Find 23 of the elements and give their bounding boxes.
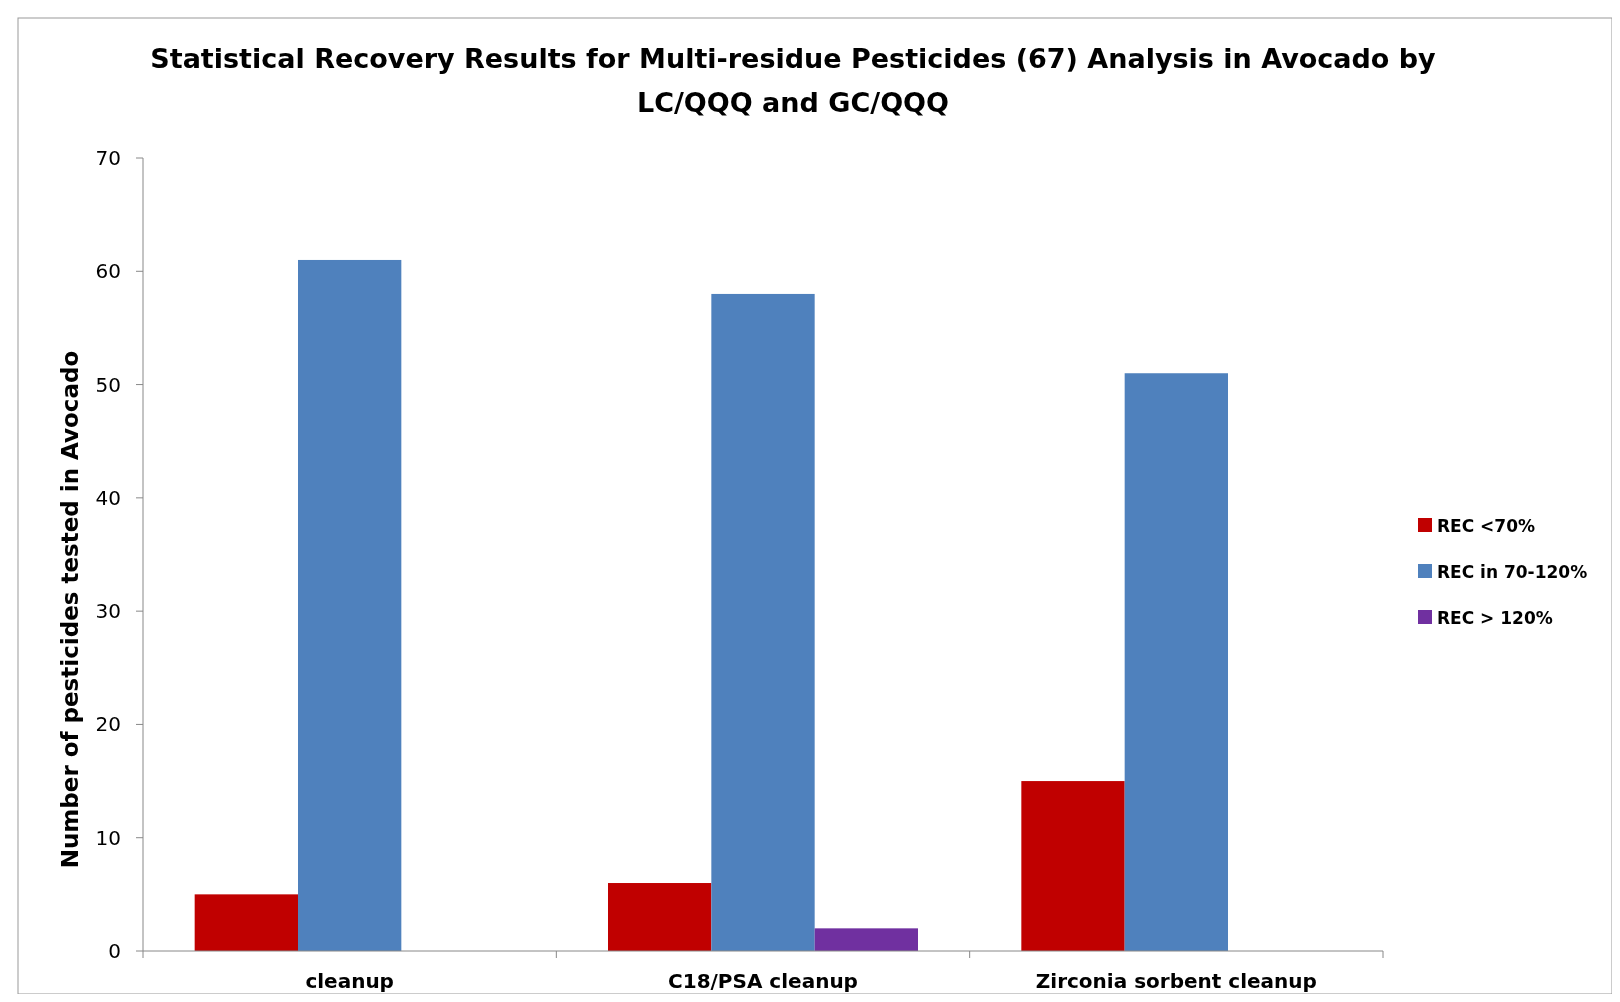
- y-tick-label: 10: [95, 825, 121, 850]
- legend-label: REC > 120%: [1437, 608, 1553, 628]
- bar: [194, 894, 298, 951]
- legend-label: REC <70%: [1437, 516, 1536, 536]
- legend-label: REC in 70-120%: [1437, 562, 1588, 582]
- x-tick-label: Zirconia sorbent cleanup: [1035, 969, 1317, 993]
- y-tick-label: 40: [95, 485, 121, 510]
- y-tick-label: 70: [95, 146, 121, 170]
- bar: [814, 928, 918, 951]
- y-tick-label: 50: [95, 372, 121, 397]
- bar: [1021, 781, 1125, 951]
- bar: [1124, 373, 1228, 951]
- y-tick-label: 0: [108, 939, 121, 963]
- x-tick-label: cleanup: [305, 969, 394, 993]
- y-tick-label: 60: [95, 259, 121, 284]
- bar: [711, 293, 815, 951]
- y-axis-title: Number of pesticides tested in Avocado: [57, 350, 83, 869]
- x-tick-label: C18/PSA cleanup: [668, 969, 858, 993]
- chart-title: Statistical Recovery Results for Multi-residue Pesticides (67) Analysis in Avocado by LC/QQQ and GC/QQQ: [150, 43, 1437, 118]
- bar: [608, 883, 712, 951]
- y-tick-label: 20: [95, 712, 121, 737]
- bar: [298, 259, 402, 951]
- y-tick-label: 30: [95, 599, 121, 624]
